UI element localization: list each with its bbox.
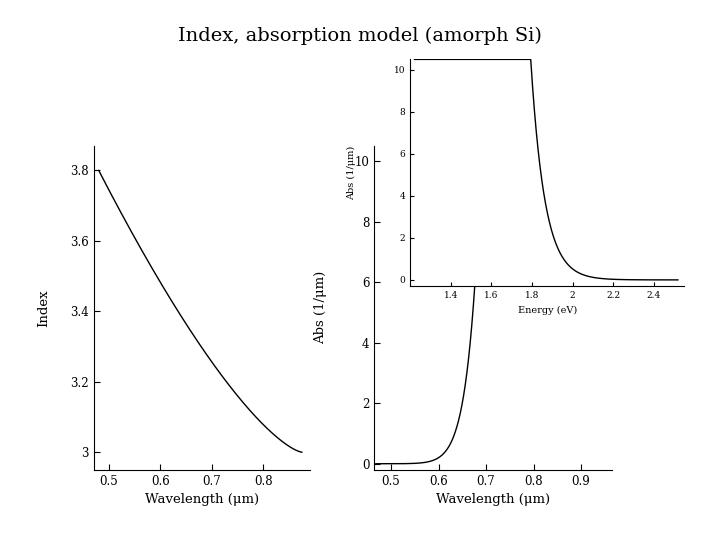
X-axis label: Wavelength (μm): Wavelength (μm) bbox=[436, 493, 550, 506]
X-axis label: Energy (eV): Energy (eV) bbox=[518, 306, 577, 315]
Y-axis label: Index: Index bbox=[37, 289, 50, 327]
Y-axis label: Abs (1/μm): Abs (1/μm) bbox=[314, 271, 327, 345]
X-axis label: Wavelength (μm): Wavelength (μm) bbox=[145, 493, 258, 506]
Text: Index, absorption model (amorph Si): Index, absorption model (amorph Si) bbox=[178, 27, 542, 45]
Y-axis label: Abs (1/μm): Abs (1/μm) bbox=[346, 146, 356, 200]
